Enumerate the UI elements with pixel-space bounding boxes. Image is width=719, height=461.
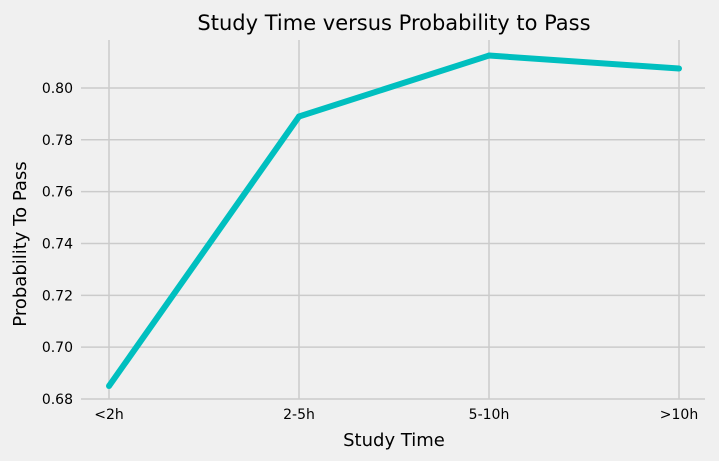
y-tick-label: 0.80 — [42, 81, 73, 97]
data-point — [106, 383, 112, 390]
x-axis-label: Study Time — [343, 430, 445, 451]
y-tick-label: 0.68 — [42, 392, 73, 408]
series-layer — [106, 52, 682, 390]
x-tick-label: >10h — [660, 407, 698, 423]
x-tick-labels: <2h 2-5h 5-10h >10h — [94, 407, 698, 423]
y-tick-label: 0.78 — [42, 133, 73, 149]
series-line — [106, 52, 680, 388]
y-gridlines — [81, 87, 705, 400]
x-tick-label: <2h — [94, 407, 124, 423]
x-tick-label: 5-10h — [469, 407, 510, 423]
y-tick-label: 0.72 — [42, 288, 73, 304]
y-tick-label: 0.70 — [42, 340, 73, 356]
x-tick-label: 2-5h — [283, 407, 315, 423]
x-gridlines — [108, 40, 680, 399]
y-tick-label: 0.76 — [42, 185, 73, 201]
chart-title: Study Time versus Probability to Pass — [197, 11, 590, 35]
y-tick-labels: 0.68 0.70 0.72 0.74 0.76 0.78 0.80 — [42, 81, 73, 408]
data-point — [296, 113, 302, 120]
y-tick-label: 0.74 — [42, 236, 73, 252]
data-point — [676, 65, 682, 72]
data-point — [486, 52, 492, 59]
y-axis-label: Probability To Pass — [10, 161, 31, 326]
